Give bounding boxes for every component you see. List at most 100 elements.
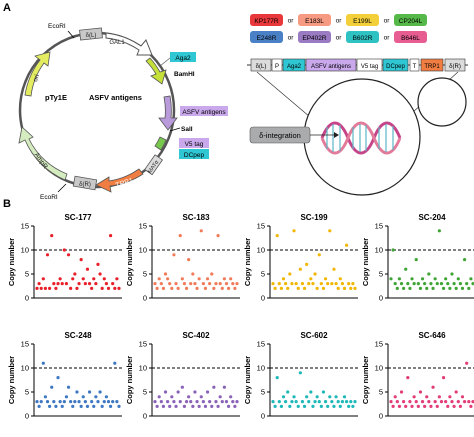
- cassette-aga2: [282, 58, 306, 72]
- site-sali: SalI: [181, 126, 193, 133]
- chart-sc-602: SC-602 Copy number 0 5 10 15: [243, 331, 358, 421]
- data-point-sc-204-3: [393, 282, 397, 286]
- data-point-sc-402-39: [233, 404, 237, 408]
- data-point-sc-602-2: [273, 404, 277, 408]
- asfv-callout-label: ASFV antigens: [182, 109, 226, 116]
- data-point-sc-646-11: [410, 404, 414, 408]
- data-point-sc-177-20: [75, 286, 79, 290]
- cassette-asfv-label: ASFV antigens: [311, 64, 351, 70]
- site-ecori-bottom: EcoRI: [40, 194, 58, 201]
- data-point-sc-248-6: [45, 400, 50, 404]
- data-point-sc-402-7: [166, 400, 170, 404]
- data-point-sc-204-34: [458, 282, 462, 286]
- data-point-sc-199-28: [328, 229, 332, 233]
- data-point-sc-602-17: [305, 395, 309, 399]
- data-point-sc-183-25: [203, 286, 208, 290]
- data-point-sc-177-5: [43, 286, 48, 290]
- data-point-sc-602-27: [326, 404, 330, 408]
- data-point-sc-204-40: [471, 282, 474, 286]
- data-point-sc-183-10: [172, 253, 176, 257]
- antigen-or-text: or: [384, 18, 391, 25]
- plasmid-name: pTy1E: [45, 93, 67, 102]
- ori-label: ori: [32, 74, 41, 83]
- data-point-sc-602-6: [281, 395, 286, 399]
- data-point-sc-402-31: [216, 404, 220, 408]
- data-point-sc-602-15: [300, 400, 305, 404]
- data-point-sc-204-23: [435, 282, 439, 286]
- site-ecori-top-tick: [67, 30, 75, 39]
- data-point-sc-248-25: [85, 404, 90, 408]
- data-point-sc-402-23: [199, 395, 203, 399]
- data-point-sc-204-5: [397, 277, 402, 281]
- y-tick-label-sc-646-15: 15: [375, 340, 383, 349]
- data-point-sc-248-37: [111, 400, 115, 404]
- data-point-sc-602-8: [286, 390, 290, 394]
- data-point-sc-402-8: [168, 404, 172, 408]
- antigen-label-b602r: B602R: [353, 35, 373, 42]
- data-point-sc-183-7: [166, 277, 170, 281]
- data-point-sc-402-15: [182, 404, 187, 408]
- data-point-sc-402-32: [218, 395, 222, 399]
- data-point-sc-183-24: [201, 282, 205, 286]
- data-point-sc-248-2: [37, 404, 41, 408]
- data-point-sc-248-13: [60, 404, 64, 408]
- data-point-sc-646-21: [431, 385, 435, 389]
- data-point-sc-204-2: [391, 248, 395, 252]
- data-point-sc-646-14: [416, 404, 420, 408]
- y-tick-label-sc-646-0: 0: [379, 412, 383, 421]
- data-point-sc-199-21: [313, 272, 317, 276]
- data-point-sc-402-11: [174, 404, 178, 408]
- data-point-sc-248-35: [106, 400, 111, 404]
- data-point-sc-183-21: [195, 286, 199, 290]
- data-point-sc-183-31: [216, 234, 220, 238]
- antigen-label-kp177r: KP177R: [254, 18, 279, 25]
- dcpep-callout-label: DCpep: [184, 152, 205, 159]
- data-point-sc-199-10: [290, 282, 294, 286]
- data-point-sc-402-25: [203, 404, 208, 408]
- data-point-sc-199-16: [302, 286, 307, 290]
- data-point-sc-248-14: [62, 400, 66, 404]
- data-point-sc-204-21: [431, 286, 435, 290]
- data-point-sc-248-31: [98, 390, 102, 394]
- data-point-sc-199-12: [294, 282, 298, 286]
- data-point-sc-177-39: [115, 277, 119, 281]
- data-point-sc-248-7: [48, 404, 52, 408]
- data-point-sc-248-33: [102, 400, 106, 404]
- cassette-terminator-label: T: [413, 64, 417, 70]
- data-point-sc-183-36: [226, 286, 231, 290]
- data-point-sc-177-32: [100, 286, 104, 290]
- data-point-sc-204-27: [444, 277, 448, 281]
- v5-dcpep-feature: [154, 136, 167, 151]
- antigen-or-text: or: [384, 35, 391, 42]
- data-point-sc-646-28: [446, 404, 450, 408]
- data-point-sc-177-2: [37, 282, 41, 286]
- data-point-sc-646-12: [412, 395, 416, 399]
- y-axis-label-sc-646: Copy number: [361, 356, 370, 404]
- data-point-sc-602-33: [338, 404, 342, 408]
- data-point-sc-204-11: [410, 277, 414, 281]
- data-point-sc-402-24: [201, 400, 205, 404]
- integration-label: δ-integration: [259, 131, 301, 140]
- y-axis-label-sc-199: Copy number: [243, 238, 252, 286]
- data-point-sc-646-29: [448, 395, 452, 399]
- data-point-sc-204-1: [389, 277, 393, 281]
- chart-title-sc-602: SC-602: [300, 331, 328, 340]
- data-point-sc-199-18: [307, 282, 311, 286]
- data-point-sc-602-30: [332, 404, 336, 408]
- data-point-sc-177-12: [58, 277, 62, 281]
- data-point-sc-402-27: [208, 400, 212, 404]
- data-point-sc-183-4: [159, 282, 163, 286]
- y-tick-label-sc-183-10: 10: [139, 246, 147, 255]
- data-point-sc-646-16: [420, 400, 425, 404]
- data-point-sc-646-10: [408, 400, 412, 404]
- data-point-sc-248-5: [43, 395, 48, 399]
- data-point-sc-183-27: [208, 282, 212, 286]
- antigen-label-e199l: E199L: [353, 18, 372, 25]
- chart-sc-177: SC-177 Copy number 0 5 10 15: [7, 213, 122, 303]
- data-point-sc-646-22: [433, 400, 437, 404]
- ampr-label: AmpR: [33, 151, 49, 170]
- cassette-delta-l-label: δ(L): [256, 64, 267, 70]
- data-point-sc-646-15: [418, 390, 423, 394]
- data-point-sc-602-28: [328, 395, 332, 399]
- expression-cassette: δ(L) P Aga2 ASFV antigens V5 tag DCpep T…: [247, 58, 468, 129]
